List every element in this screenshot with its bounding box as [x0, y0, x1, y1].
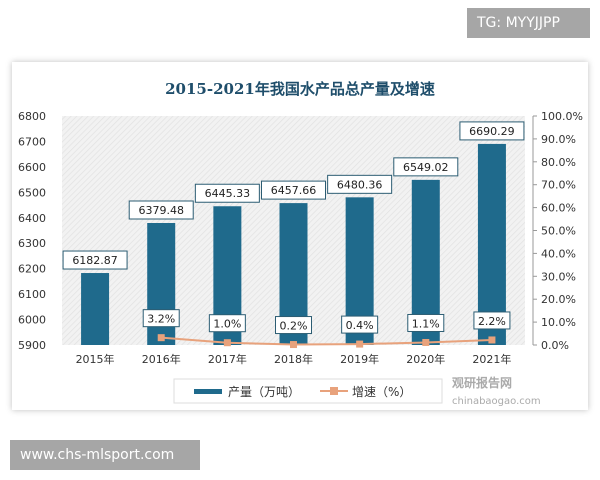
- bar-label-box: [327, 174, 393, 194]
- growth-marker: [157, 334, 165, 342]
- legend-bar-label: 产量（万吨）: [228, 385, 300, 399]
- x-tick: 2021年: [472, 352, 511, 366]
- y-right-tick: 80.0%: [541, 156, 576, 169]
- growth-marker: [356, 340, 364, 348]
- y-right-tick: 0.0%: [541, 339, 569, 352]
- x-tick: 2017年: [208, 352, 247, 366]
- bar-label: 6182.87: [72, 254, 118, 267]
- y-left-tick: 5900: [18, 339, 46, 352]
- line-label-box: [142, 309, 180, 328]
- x-tick: 2016年: [142, 352, 181, 366]
- line-label: 0.4%: [346, 319, 374, 332]
- line-label: 1.1%: [412, 317, 440, 330]
- y-right-tick: 100.0%: [541, 110, 583, 123]
- bar-label-box: [261, 180, 326, 200]
- y-left-tick: 6800: [18, 110, 46, 123]
- line-label: 0.2%: [280, 320, 308, 333]
- chart-title: 2015-2021年我国水产品总产量及增速: [165, 80, 435, 98]
- y-left-tick: 6600: [18, 161, 46, 174]
- bar-label: 6690.29: [469, 125, 515, 138]
- line-label-box: [407, 313, 445, 332]
- y-left-tick: 6000: [18, 314, 46, 327]
- legend-bar-swatch: [194, 389, 222, 394]
- growth-marker: [290, 341, 297, 349]
- x-tick: 2018年: [274, 352, 313, 366]
- y-right-tick: 50.0%: [541, 225, 576, 238]
- bar-label-box: [393, 157, 459, 177]
- y-right-tick: 40.0%: [541, 247, 576, 260]
- growth-marker: [422, 338, 430, 346]
- y-right-tick: 70.0%: [541, 179, 576, 192]
- bar-label: 6379.48: [138, 204, 184, 217]
- y-left-tick: 6700: [18, 135, 46, 148]
- legend-line-marker: [330, 387, 338, 395]
- bar-label: 6549.02: [403, 161, 449, 174]
- line-label: 2.2%: [478, 315, 506, 328]
- logo-text: 观研报告网: [452, 375, 512, 390]
- watermark-bottom: www.chs-mlsport.com: [10, 440, 200, 470]
- y-left-tick: 6300: [18, 237, 46, 250]
- bar: [81, 273, 110, 345]
- y-right-tick: 30.0%: [541, 270, 576, 283]
- x-tick: 2019年: [340, 352, 379, 366]
- line-label-box: [473, 311, 511, 330]
- y-right-tick: 10.0%: [541, 316, 576, 329]
- x-tick: 2015年: [76, 352, 115, 366]
- bar-label-box: [128, 200, 194, 220]
- y-right-tick: 60.0%: [541, 202, 576, 215]
- y-left-tick: 6400: [18, 212, 46, 225]
- y-right-tick: 20.0%: [541, 293, 576, 306]
- legend-line-label: 增速（%）: [352, 385, 411, 399]
- logo-en: chinabaogao.com: [452, 396, 541, 407]
- watermark-top: TG: MYYJJPP: [467, 8, 590, 38]
- y-left-tick: 6200: [18, 263, 46, 276]
- y-left-tick: 6100: [18, 288, 46, 301]
- bar-label: 6457.66: [271, 184, 317, 197]
- y-left-tick: 6500: [18, 186, 46, 199]
- growth-marker: [488, 336, 496, 344]
- line-label-box: [275, 316, 312, 335]
- bar-label: 6445.33: [205, 187, 251, 200]
- growth-marker: [223, 339, 231, 347]
- bar-label: 6480.36: [337, 178, 383, 191]
- line-label: 1.0%: [213, 318, 241, 331]
- bar-label-box: [459, 121, 525, 141]
- y-right-tick: 90.0%: [541, 133, 576, 146]
- line-label-box: [208, 314, 246, 333]
- line-label-box: [341, 315, 379, 334]
- growth-line: [161, 336, 492, 346]
- bar-label-box: [194, 183, 260, 203]
- bar-label-box: [62, 250, 128, 270]
- x-tick: 2020年: [406, 352, 445, 366]
- line-label: 3.2%: [147, 313, 175, 326]
